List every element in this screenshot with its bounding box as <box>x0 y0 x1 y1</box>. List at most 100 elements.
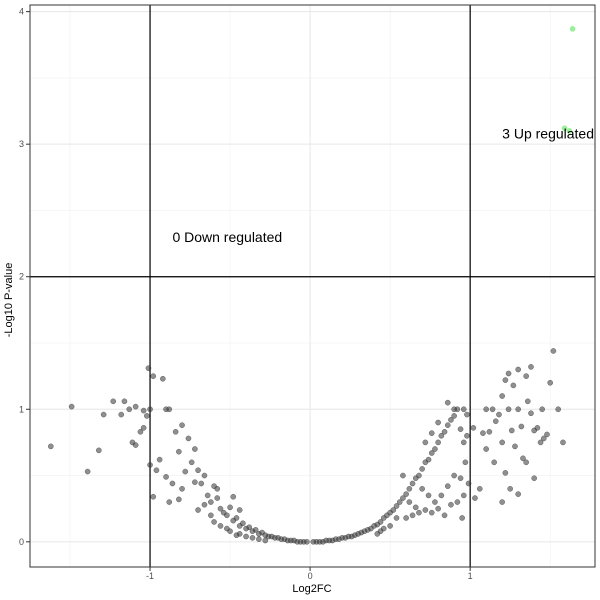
data-point-not-significant <box>396 499 403 505</box>
data-point-not-significant <box>185 435 192 442</box>
data-point-not-significant <box>204 492 211 499</box>
data-point-not-significant <box>425 492 432 499</box>
data-point-not-significant <box>438 492 445 499</box>
data-point-not-significant <box>412 504 419 511</box>
data-point-not-significant <box>126 406 133 413</box>
data-point-not-significant <box>214 495 221 501</box>
data-point-not-significant <box>531 475 538 482</box>
data-point-not-significant <box>201 501 208 508</box>
data-point-not-significant <box>192 446 198 452</box>
data-point-not-significant <box>499 499 506 505</box>
data-point-not-significant <box>140 407 147 414</box>
data-point-not-significant <box>510 382 517 389</box>
y-tick-label: 2 <box>19 272 24 282</box>
data-point-not-significant <box>459 515 466 521</box>
data-point-not-significant <box>224 512 230 519</box>
data-point-not-significant <box>403 515 409 521</box>
data-point-not-significant <box>515 366 522 373</box>
data-point-up-regulated <box>569 26 576 32</box>
data-point-not-significant <box>150 493 157 500</box>
x-tick-label: 0 <box>308 571 313 581</box>
data-point-not-significant <box>464 432 470 439</box>
x-tick-label: -1 <box>146 571 154 581</box>
annotation-label: 0 Down regulated <box>172 229 282 245</box>
x-tick-label: 1 <box>468 571 473 581</box>
data-point-not-significant <box>560 439 566 446</box>
data-point-not-significant <box>470 424 477 431</box>
data-point-not-significant <box>240 520 246 527</box>
data-point-not-significant <box>140 424 147 431</box>
data-point-not-significant <box>393 515 400 521</box>
data-point-not-significant <box>179 422 185 429</box>
data-point-not-significant <box>195 507 201 513</box>
data-point-not-significant <box>492 418 499 425</box>
data-point-not-significant <box>406 485 413 492</box>
data-point-not-significant <box>523 373 530 379</box>
data-point-not-significant <box>435 505 441 512</box>
data-point-not-significant <box>121 398 128 405</box>
data-point-not-significant <box>448 417 454 423</box>
data-point-not-significant <box>486 428 493 435</box>
data-point-not-significant <box>432 499 438 505</box>
data-point-not-significant <box>236 507 243 513</box>
data-point-not-significant <box>153 467 160 474</box>
data-point-up-regulated <box>561 125 568 132</box>
data-point-not-significant <box>68 403 75 410</box>
data-points <box>47 26 576 545</box>
annotations: 0 Down regulated 3 Up regulated <box>172 126 594 245</box>
data-point-not-significant <box>451 406 458 413</box>
data-point-not-significant <box>425 456 432 463</box>
data-point-not-significant <box>462 459 469 466</box>
data-point-not-significant <box>444 422 451 429</box>
data-point-not-significant <box>502 470 509 476</box>
data-point-not-significant <box>515 491 522 497</box>
data-point-not-significant <box>214 485 221 492</box>
data-point-not-significant <box>246 524 253 531</box>
data-point-not-significant <box>100 411 107 418</box>
data-point-not-significant <box>252 527 259 533</box>
data-point-not-significant <box>110 398 117 405</box>
data-point-not-significant <box>211 519 217 525</box>
data-point-not-significant <box>137 428 144 435</box>
data-point-not-significant <box>528 364 534 370</box>
data-point-not-significant <box>159 375 166 382</box>
data-point-not-significant <box>508 427 515 434</box>
data-point-not-significant <box>444 399 451 406</box>
data-point-not-significant <box>243 533 249 540</box>
data-point-not-significant <box>118 411 125 418</box>
data-point-not-significant <box>400 472 406 479</box>
data-point-not-significant <box>435 419 441 426</box>
data-point-not-significant <box>465 480 472 487</box>
data-point-not-significant <box>480 430 486 436</box>
data-point-not-significant <box>416 509 422 516</box>
data-point-not-significant <box>555 406 562 413</box>
data-point-not-significant <box>540 435 547 442</box>
data-point-not-significant <box>387 523 393 529</box>
data-point-not-significant <box>422 439 429 446</box>
data-point-not-significant <box>444 483 451 489</box>
data-point-not-significant <box>451 472 458 479</box>
data-point-not-significant <box>428 450 435 456</box>
data-point-not-significant <box>457 475 464 482</box>
data-point-not-significant <box>390 507 397 513</box>
data-point-not-significant <box>464 411 470 418</box>
data-point-not-significant <box>534 424 541 431</box>
data-point-not-significant <box>198 480 205 487</box>
data-point-not-significant <box>95 447 102 454</box>
data-point-not-significant <box>544 431 550 438</box>
data-point-not-significant <box>520 455 526 462</box>
data-point-not-significant <box>502 377 509 383</box>
data-point-not-significant <box>448 501 454 508</box>
y-tick-label: 4 <box>19 7 24 17</box>
data-point-not-significant <box>236 531 243 537</box>
data-point-not-significant <box>419 466 425 472</box>
data-point-not-significant <box>524 398 531 405</box>
data-point-not-significant <box>489 406 496 413</box>
data-point-not-significant <box>496 411 502 418</box>
data-point-not-significant <box>460 406 467 413</box>
data-point-not-significant <box>217 523 224 529</box>
data-point-not-significant <box>539 406 546 413</box>
data-point-not-significant <box>132 403 139 410</box>
data-point-not-significant <box>483 446 490 452</box>
